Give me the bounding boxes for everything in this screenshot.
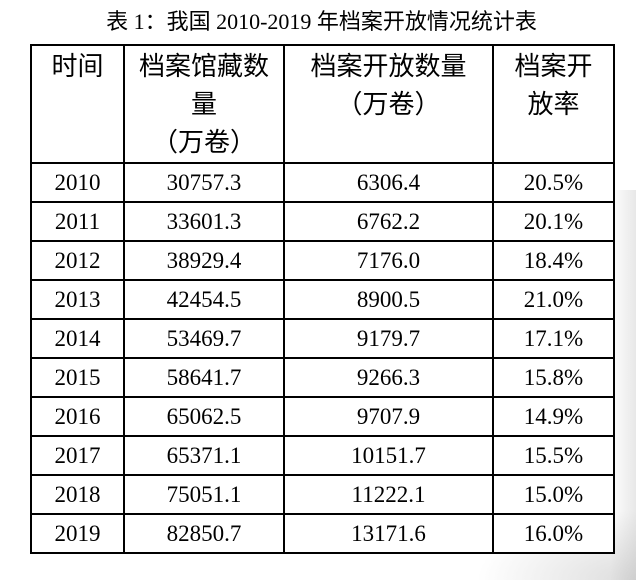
header-line: 档案开	[514, 52, 593, 81]
table-row: 2011 33601.3 6762.2 20.1%	[30, 201, 615, 242]
header-open-quantity: 档案开放数量 （万卷）	[283, 44, 494, 164]
cell-open-rate: 18.4%	[492, 240, 615, 281]
header-line: 放率	[527, 90, 580, 119]
cell-collection-qty: 58641.7	[123, 357, 285, 398]
cell-open-rate: 15.8%	[492, 357, 615, 398]
cell-collection-qty: 30757.3	[123, 162, 285, 203]
table-row: 2017 65371.1 10151.7 15.5%	[30, 435, 615, 476]
table-row: 2018 75051.1 11222.1 15.0%	[30, 474, 615, 515]
cell-collection-qty: 65062.5	[123, 396, 285, 437]
cell-open-qty: 9266.3	[283, 357, 494, 398]
cell-collection-qty: 82850.7	[123, 513, 285, 554]
cell-year: 2018	[30, 474, 125, 515]
header-line: 档案开放数量	[310, 52, 467, 81]
table-row: 2016 65062.5 9707.9 14.9%	[30, 396, 615, 437]
cell-open-rate: 15.5%	[492, 435, 615, 476]
cell-open-rate: 17.1%	[492, 318, 615, 359]
table-row: 2010 30757.3 6306.4 20.5%	[30, 162, 615, 203]
cell-year: 2013	[30, 279, 125, 320]
table-row: 2013 42454.5 8900.5 21.0%	[30, 279, 615, 320]
header-open-rate: 档案开 放率	[492, 44, 615, 164]
cell-open-qty: 11222.1	[283, 474, 494, 515]
table-row: 2012 38929.4 7176.0 18.4%	[30, 240, 615, 281]
cell-open-rate: 20.5%	[492, 162, 615, 203]
cell-open-rate: 15.0%	[492, 474, 615, 515]
cell-collection-qty: 53469.7	[123, 318, 285, 359]
header-line: （万卷）	[336, 90, 441, 119]
header-line: （万卷）	[151, 128, 256, 157]
header-line: 时间	[51, 52, 104, 81]
cell-open-qty: 6762.2	[283, 201, 494, 242]
cell-open-rate: 21.0%	[492, 279, 615, 320]
cell-open-qty: 9179.7	[283, 318, 494, 359]
cell-year: 2015	[30, 357, 125, 398]
cell-open-qty: 6306.4	[283, 162, 494, 203]
archives-statistics-table: 时间 档案馆藏数 量 （万卷） 档案开放数量 （万卷） 档案开 放率	[30, 44, 615, 554]
cell-open-qty: 9707.9	[283, 396, 494, 437]
cell-year: 2016	[30, 396, 125, 437]
cell-year: 2014	[30, 318, 125, 359]
header-line: 量	[190, 90, 217, 119]
cell-open-rate: 16.0%	[492, 513, 615, 554]
cell-collection-qty: 38929.4	[123, 240, 285, 281]
cell-open-qty: 7176.0	[283, 240, 494, 281]
table-title: 表 1：我国 2010-2019 年档案开放情况统计表	[106, 9, 537, 34]
cell-open-qty: 13171.6	[283, 513, 494, 554]
header-collection-quantity: 档案馆藏数 量 （万卷）	[123, 44, 285, 164]
cell-year: 2010	[30, 162, 125, 203]
cell-collection-qty: 33601.3	[123, 201, 285, 242]
cell-collection-qty: 42454.5	[123, 279, 285, 320]
cell-year: 2012	[30, 240, 125, 281]
header-time: 时间	[30, 44, 125, 164]
header-row: 时间 档案馆藏数 量 （万卷） 档案开放数量 （万卷） 档案开 放率	[30, 44, 615, 164]
header-line: 档案馆藏数	[138, 52, 269, 81]
cell-open-qty: 10151.7	[283, 435, 494, 476]
table-row: 2019 82850.7 13171.6 16.0%	[30, 513, 615, 554]
cell-collection-qty: 75051.1	[123, 474, 285, 515]
cell-year: 2019	[30, 513, 125, 554]
table-row: 2014 53469.7 9179.7 17.1%	[30, 318, 615, 359]
cell-year: 2017	[30, 435, 125, 476]
table-row: 2015 58641.7 9266.3 15.8%	[30, 357, 615, 398]
cell-open-qty: 8900.5	[283, 279, 494, 320]
cell-open-rate: 14.9%	[492, 396, 615, 437]
cell-open-rate: 20.1%	[492, 201, 615, 242]
cell-collection-qty: 65371.1	[123, 435, 285, 476]
cell-year: 2011	[30, 201, 125, 242]
